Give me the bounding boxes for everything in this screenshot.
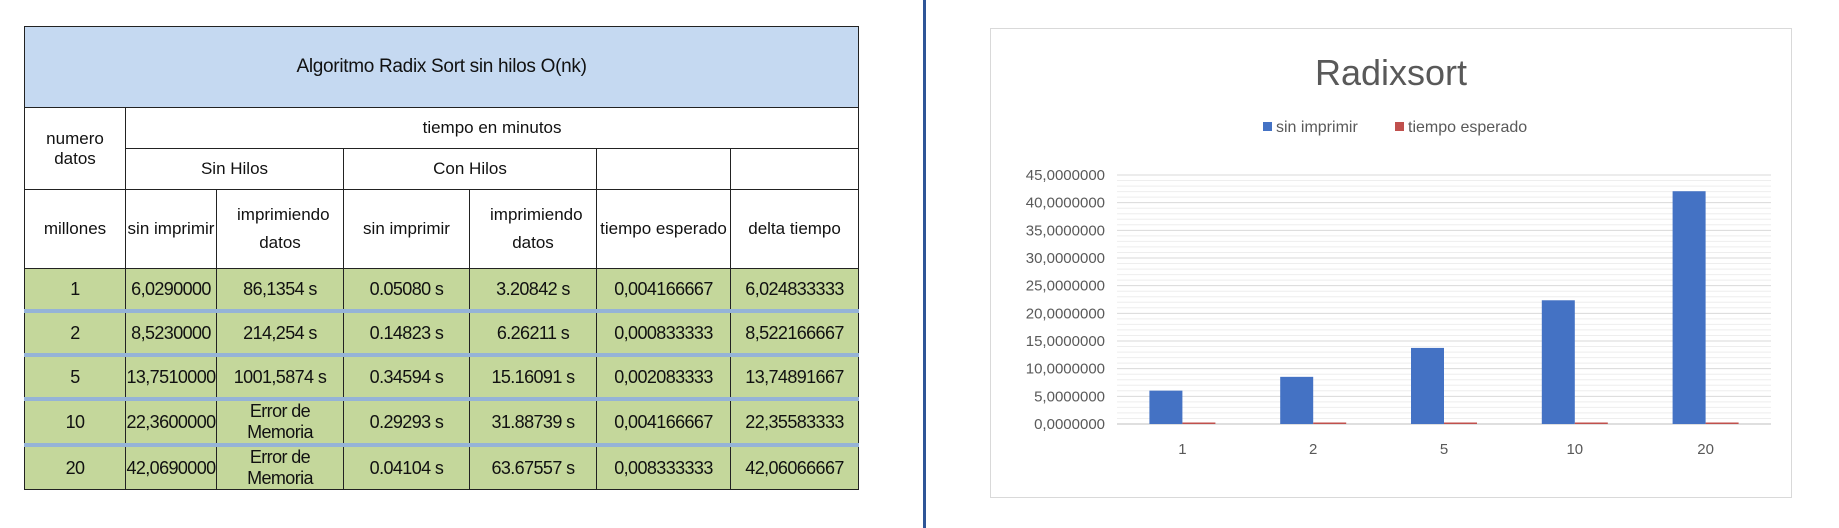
chart-bars: [1149, 191, 1739, 424]
x-tick-label: 20: [1697, 441, 1714, 458]
bar-tiempo-esperado: [1313, 422, 1347, 424]
y-tick-label: 5,0000000: [1034, 388, 1105, 405]
legend-label: sin imprimir: [1276, 119, 1358, 136]
cell-delta-tiempo: 42,06066667: [729, 443, 860, 490]
cell-delta-tiempo: 13,74891667: [729, 353, 860, 400]
x-tick-label: 10: [1566, 441, 1583, 458]
cell-imprimiendo-con-hilos: 3.20842 s: [469, 268, 597, 312]
chart-legend: sin imprimir tiempo esperado: [1263, 119, 1527, 136]
cell-imprimiendo-con-hilos: 15.16091 s: [469, 353, 597, 400]
y-tick-label: 20,0000000: [1026, 305, 1105, 322]
cell-millones: 1: [24, 268, 126, 312]
cell-delta-tiempo: 6,024833333: [729, 268, 860, 312]
cell-imprimiendo-sin-hilos: Error de Memoria: [216, 443, 344, 490]
x-tick-label: 5: [1440, 441, 1448, 458]
cell-millones: 20: [24, 443, 126, 490]
cell-tiempo-esperado: 0,004166667: [596, 268, 731, 312]
cell-millones: 10: [24, 397, 126, 446]
cell-sin-imprimir-sin-hilos: 8,5230000: [125, 309, 217, 356]
cell-tiempo-esperado: 0,002083333: [596, 353, 731, 400]
table-body: 1 6,0290000 86,1354 s 0.05080 s 3.20842 s 0,0…: [24, 268, 860, 490]
chart-svg: Radixsort sin imprimir tiempo esperado 0,…: [1026, 52, 1771, 458]
x-tick-label: 2: [1309, 441, 1317, 458]
table-row: 5 13,7510000 1001,5874 s 0.34594 s 15.16091 …: [24, 353, 860, 400]
cell-delta-tiempo: 8,522166667: [729, 309, 860, 356]
x-axis-ticks: 1 2 5 10 20: [1178, 441, 1714, 458]
cell-sin-imprimir-con-hilos: 0.05080 s: [343, 268, 470, 312]
header-empty-cell: [729, 148, 860, 190]
cell-imprimiendo-sin-hilos: Error de Memoria: [216, 397, 344, 446]
y-tick-label: 15,0000000: [1026, 333, 1105, 350]
bar-tiempo-esperado: [1182, 422, 1216, 424]
cell-sin-imprimir-con-hilos: 0.04104 s: [343, 443, 470, 490]
cell-tiempo-esperado: 0,004166667: [596, 397, 731, 446]
header-sin-imprimir: sin imprimir: [125, 189, 217, 269]
header-sin-hilos: Sin Hilos: [125, 148, 344, 190]
y-tick-label: 35,0000000: [1026, 222, 1105, 239]
cell-imprimiendo-con-hilos: 31.88739 s: [469, 397, 597, 446]
cell-sin-imprimir-con-hilos: 0.34594 s: [343, 353, 470, 400]
cell-delta-tiempo: 22,35583333: [729, 397, 860, 446]
cell-imprimiendo-con-hilos: 6.26211 s: [469, 309, 597, 356]
y-tick-label: 30,0000000: [1026, 250, 1105, 267]
y-tick-label: 10,0000000: [1026, 361, 1105, 378]
radix-table: Algoritmo Radix Sort sin hilos O(nk) num…: [23, 26, 860, 490]
y-tick-label: 0,0000000: [1034, 416, 1105, 433]
cell-imprimiendo-sin-hilos: 214,254 s: [216, 309, 344, 356]
x-tick-label: 1: [1178, 441, 1186, 458]
cell-millones: 2: [24, 309, 126, 356]
cell-sin-imprimir-sin-hilos: 22,3600000: [125, 397, 217, 446]
y-tick-label: 45,0000000: [1026, 167, 1105, 184]
bar-sin-imprimir: [1280, 376, 1314, 424]
cell-millones: 5: [24, 353, 126, 400]
header-empty-cell: [596, 148, 731, 190]
table-row: 1 6,0290000 86,1354 s 0.05080 s 3.20842 s 0,0…: [24, 268, 860, 312]
cell-sin-imprimir-con-hilos: 0.14823 s: [343, 309, 470, 356]
legend-label: tiempo esperado: [1408, 119, 1527, 136]
header-imprimiendo-datos: imprimiendo datos: [216, 189, 344, 269]
table-title: Algoritmo Radix Sort sin hilos O(nk): [23, 26, 860, 108]
cell-imprimiendo-sin-hilos: 1001,5874 s: [216, 353, 344, 400]
table-row: 2 8,5230000 214,254 s 0.14823 s 6.26211 s 0,0…: [24, 309, 860, 356]
cell-sin-imprimir-sin-hilos: 42,0690000: [125, 443, 217, 490]
cell-imprimiendo-sin-hilos: 86,1354 s: [216, 268, 344, 312]
header-millones: millones: [24, 189, 126, 269]
header-tiempo-minutos: tiempo en minutos: [124, 107, 860, 149]
bar-sin-imprimir: [1149, 390, 1183, 424]
y-tick-label: 40,0000000: [1026, 195, 1105, 212]
cell-sin-imprimir-sin-hilos: 6,0290000: [125, 268, 217, 312]
cell-sin-imprimir-con-hilos: 0.29293 s: [343, 397, 470, 446]
header-numero-datos: numero datos: [24, 107, 126, 190]
header-con-hilos: Con Hilos: [343, 148, 597, 190]
table-row: 20 42,0690000 Error de Memoria 0.04104 s 63.…: [24, 443, 860, 490]
y-axis-ticks: 0,0000000 5,0000000 10,0000000 15,0000000 20…: [1026, 167, 1105, 433]
bar-sin-imprimir: [1411, 347, 1444, 424]
bar-tiempo-esperado: [1705, 422, 1739, 424]
legend-swatch: [1263, 122, 1272, 131]
header-imprimiendo-datos: imprimiendo datos: [469, 189, 597, 269]
cell-imprimiendo-con-hilos: 63.67557 s: [469, 443, 597, 490]
bar-tiempo-esperado: [1444, 422, 1477, 424]
table-row: 10 22,3600000 Error de Memoria 0.29293 s 31.…: [24, 397, 860, 446]
header-delta-tiempo: delta tiempo: [729, 189, 860, 269]
legend-swatch: [1395, 122, 1404, 131]
header-tiempo-esperado: tiempo esperado: [596, 189, 731, 269]
cell-tiempo-esperado: 0,000833333: [596, 309, 731, 356]
bar-sin-imprimir: [1672, 191, 1706, 424]
header-sin-imprimir: sin imprimir: [343, 189, 470, 269]
results-table: Algoritmo Radix Sort sin hilos O(nk) num…: [23, 26, 860, 490]
cell-tiempo-esperado: 0,008333333: [596, 443, 731, 490]
radixsort-chart: Radixsort sin imprimir tiempo esperado 0,…: [990, 28, 1792, 498]
section-divider: [923, 0, 926, 528]
y-tick-label: 25,0000000: [1026, 278, 1105, 295]
cell-sin-imprimir-sin-hilos: 13,7510000: [125, 353, 217, 400]
chart-title: Radixsort: [1315, 52, 1467, 93]
bar-sin-imprimir: [1541, 300, 1575, 424]
bar-tiempo-esperado: [1574, 422, 1608, 424]
